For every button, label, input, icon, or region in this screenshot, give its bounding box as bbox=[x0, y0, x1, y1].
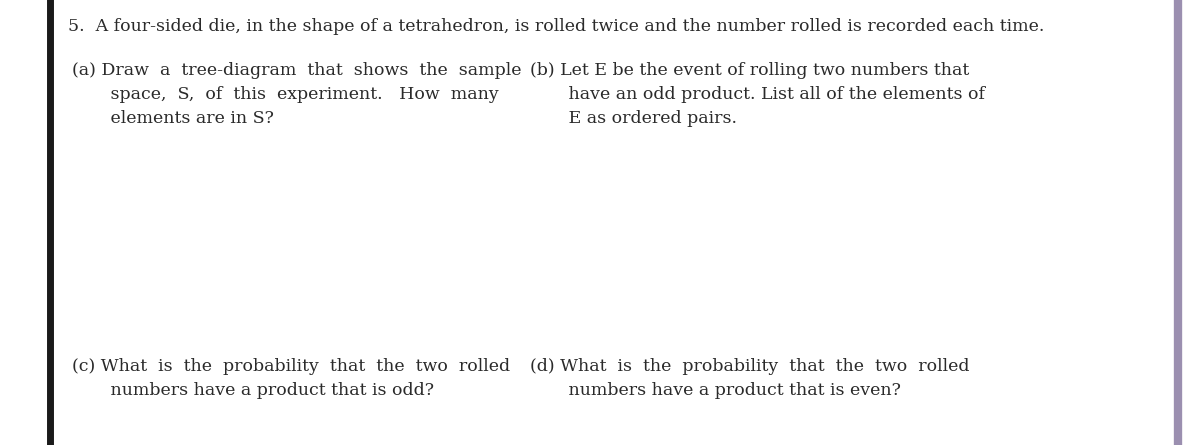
Text: (a) Draw  a  tree-diagram  that  shows  the  sample
       space,  S,  of  this : (a) Draw a tree-diagram that shows the s… bbox=[72, 62, 522, 127]
Text: (d) What  is  the  probability  that  the  two  rolled
       numbers have a pro: (d) What is the probability that the two… bbox=[530, 358, 970, 399]
Text: 5.  A four-sided die, in the shape of a tetrahedron, is rolled twice and the num: 5. A four-sided die, in the shape of a t… bbox=[68, 18, 1044, 35]
Text: (b) Let E be the event of rolling two numbers that
       have an odd product. L: (b) Let E be the event of rolling two nu… bbox=[530, 62, 985, 127]
Text: (c) What  is  the  probability  that  the  two  rolled
       numbers have a pro: (c) What is the probability that the two… bbox=[72, 358, 510, 399]
